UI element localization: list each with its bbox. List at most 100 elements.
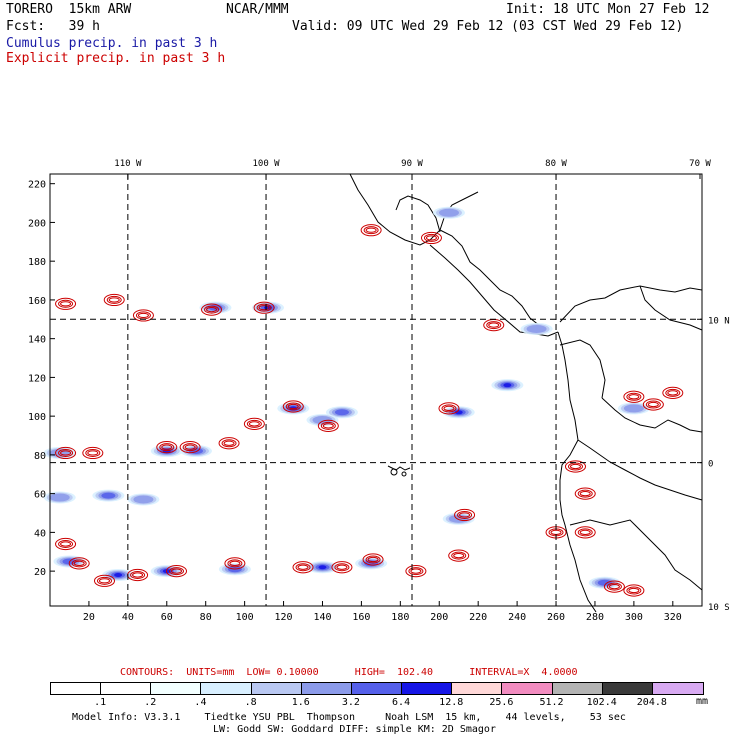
lon-label-3: 80 W: [545, 159, 567, 169]
central-america-north: [439, 229, 541, 327]
explicit-contour-13-ring-1: [441, 404, 457, 413]
explicit-contour-28-ring-1: [486, 321, 502, 330]
model-info-line1: Model Info: V3.3.1 Tiedtke YSU PBL Thomp…: [72, 712, 626, 723]
legend-swatch-6: [350, 682, 403, 695]
legend-label-1: .2: [144, 697, 157, 708]
latitude-labels: 10 N 0 10 S: [697, 316, 730, 613]
legend-swatch-4: [250, 682, 302, 695]
explicit-contour-33-ring-0: [642, 398, 664, 411]
explicit-contour-16-ring-2: [98, 578, 110, 584]
explicit-contour-26-ring-1: [363, 226, 379, 235]
explicit-contour-8-ring-0: [179, 441, 201, 454]
x-tick-label-40: 40: [122, 612, 134, 623]
galapagos-island-b: [401, 471, 407, 477]
x-tick-label-280: 280: [586, 612, 604, 623]
explicit-contour-7-ring-2: [161, 444, 173, 450]
galapagos-island-a: [390, 468, 398, 476]
explicit-contour-27-ring-1: [423, 233, 439, 242]
explicit-contour-22-ring-0: [362, 553, 384, 566]
explicit-contour-7-ring-1: [159, 443, 175, 452]
explicit-contour-0-ring-2: [60, 301, 72, 307]
explicit-contour-0-ring-1: [58, 299, 74, 308]
explicit-contour-25-ring-2: [453, 553, 465, 559]
x-tick-label-300: 300: [625, 612, 643, 623]
explicit-contour-11-ring-1: [285, 402, 301, 411]
legend-label-7: 12.8: [439, 697, 464, 708]
cumulus-cell-21-level-2: [438, 208, 459, 217]
explicit-contour-15-ring-0: [68, 557, 90, 570]
x-tick-label-200: 200: [430, 612, 448, 623]
explicit-contour-30-ring-0: [574, 487, 596, 500]
explicit-contour-27-ring-2: [425, 235, 437, 241]
legend-swatch-12: [651, 682, 704, 695]
explicit-contour-36-ring-2: [579, 529, 591, 535]
legend-swatch-7: [401, 682, 453, 695]
explicit-contour-11-ring-2: [287, 403, 299, 410]
explicit-contour-17-ring-1: [130, 571, 146, 580]
explicit-contour-12-ring-1: [320, 421, 336, 430]
cumulus-cell-22-level-2: [526, 324, 547, 333]
cumulus-cell-9-level-3: [334, 409, 349, 416]
explicit-contour-14-ring-2: [60, 541, 72, 547]
explicit-contour-18-ring-2: [171, 568, 183, 574]
explicit-contour-22-ring-1: [365, 555, 381, 564]
explicit-contour-31-ring-1: [606, 582, 622, 591]
longitude-labels: 110 W 100 W 90 W 80 W 70 W: [114, 159, 711, 179]
explicit-contour-11-ring-0: [282, 400, 304, 413]
explicit-contour-29-ring-0: [564, 460, 586, 473]
legend-swatch-10: [551, 682, 603, 695]
explicit-contour-28-ring-2: [488, 322, 500, 328]
explicit-contour-19-ring-1: [227, 559, 243, 568]
explicit-contour-5-ring-2: [60, 450, 72, 456]
explicit-contour-5-ring-0: [55, 446, 77, 460]
explicit-contour-30-ring-1: [577, 489, 593, 498]
org-label: NCAR/MMM: [226, 2, 289, 17]
y-axis-ticks: 20 40 60 80 100 120 140 160 180 200 220: [28, 180, 55, 578]
legend-swatch-1: [100, 682, 152, 695]
explicit-contour-14-ring-1: [58, 540, 74, 549]
legend-label-9: 51.2: [539, 697, 564, 708]
y-tick-label-60: 60: [34, 490, 46, 501]
model-info-line2: LW: Godd SW: Goddard DIFF: simple KM: 2D…: [213, 724, 496, 735]
explicit-contour-31-ring-0: [603, 580, 625, 593]
explicit-contour-31-ring-2: [608, 584, 620, 590]
explicit-contour-33-ring-1: [645, 400, 661, 409]
explicit-contour-23-ring-0: [405, 565, 427, 578]
cumulus-cell-12-level-4: [503, 383, 512, 388]
explicit-contour-6-ring-2: [87, 450, 99, 456]
explicit-contour-26-ring-0: [360, 224, 382, 237]
explicit-contour-13-ring-2: [443, 405, 455, 412]
explicit-contour-1-ring-2: [108, 297, 120, 303]
y-tick-label-120: 120: [28, 373, 46, 384]
explicit-contour-37-ring-1: [626, 586, 642, 595]
explicit-contour-18-ring-1: [169, 567, 185, 576]
legend-swatch-9: [501, 682, 553, 695]
lat-label-2: 10 S: [708, 603, 730, 613]
explicit-contour-20-ring-0: [292, 561, 314, 574]
cumulus-cell-11-level-4: [454, 410, 463, 415]
explicit-contour-2-ring-2: [137, 312, 149, 319]
x-tick-label-260: 260: [547, 612, 565, 623]
explicit-label: Explicit precip. in past 3 h: [6, 51, 226, 66]
explicit-contour-26-ring-2: [365, 227, 377, 233]
explicit-contour-10-ring-1: [246, 419, 262, 428]
galapagos-islands: [387, 465, 411, 471]
cumulus-cell-17-level-4: [318, 565, 327, 570]
init-time: Init: 18 UTC Mon 27 Feb 12: [506, 2, 710, 17]
y-tick-label-200: 200: [28, 218, 46, 229]
explicit-contour-6-ring-0: [82, 446, 104, 460]
latlon-grid: [50, 174, 702, 606]
explicit-contour-8-ring-1: [182, 443, 198, 452]
map-outlines: [349, 173, 703, 613]
model-title: TORERO 15km ARW: [6, 2, 132, 17]
explicit-contour-17-ring-2: [132, 572, 144, 578]
explicit-contour-13-ring-0: [438, 402, 460, 415]
cumulus-label: Cumulus precip. in past 3 h: [6, 36, 218, 51]
explicit-contour-33-ring-2: [647, 401, 659, 408]
legend-swatch-3: [200, 682, 252, 695]
legend-label-10: 102.4: [586, 697, 617, 708]
legend-label-0: .1: [94, 697, 107, 708]
y-tick-label-160: 160: [28, 296, 46, 307]
explicit-contour-36-ring-1: [577, 528, 593, 537]
explicit-contour-8-ring-2: [184, 444, 196, 450]
